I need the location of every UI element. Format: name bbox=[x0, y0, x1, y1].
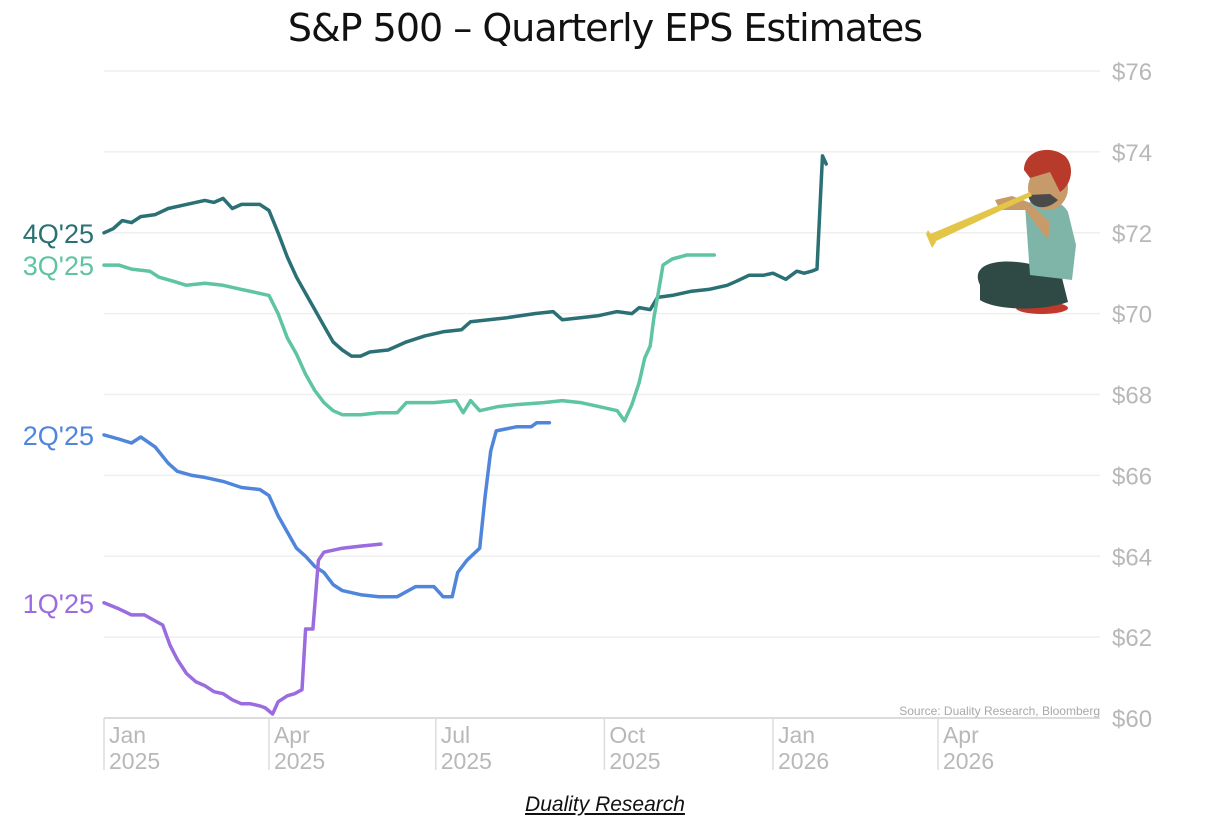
beard-shape bbox=[1028, 194, 1058, 208]
y-tick-label: $72 bbox=[1112, 221, 1152, 248]
y-tick-label: $64 bbox=[1112, 544, 1152, 571]
series-line-4Q25 bbox=[102, 154, 828, 358]
chart-title: S&P 500 – Quarterly EPS Estimates bbox=[287, 6, 923, 50]
eps-line-chart: Jan2025Apr2025Jul2025Oct2025Jan2026Apr20… bbox=[23, 59, 1152, 774]
x-tick-year: 2026 bbox=[778, 748, 829, 774]
x-tick-year: 2025 bbox=[274, 748, 325, 774]
x-tick-year: 2026 bbox=[943, 748, 994, 774]
y-tick-label: $76 bbox=[1112, 59, 1152, 86]
x-tick-year: 2025 bbox=[441, 748, 492, 774]
x-axis: Jan2025Apr2025Jul2025Oct2025Jan2026Apr20… bbox=[103, 717, 1100, 774]
series-line-2Q25 bbox=[102, 421, 552, 599]
series-label: 4Q'25 bbox=[23, 219, 94, 249]
turban-shape bbox=[1024, 149, 1072, 192]
series-lines bbox=[102, 154, 828, 716]
x-tick-month: Apr bbox=[943, 722, 979, 748]
series-label: 1Q'25 bbox=[23, 589, 94, 619]
gridlines bbox=[104, 70, 1100, 638]
y-tick-label: $60 bbox=[1112, 706, 1152, 733]
series-line-1Q25 bbox=[102, 542, 383, 716]
y-tick-label: $70 bbox=[1112, 302, 1152, 329]
x-tick-month: Apr bbox=[274, 722, 310, 748]
series-label: 2Q'25 bbox=[23, 421, 94, 451]
x-tick-year: 2025 bbox=[109, 748, 160, 774]
flute-shape bbox=[928, 192, 1032, 242]
series-label: 3Q'25 bbox=[23, 251, 94, 281]
x-tick-month: Jan bbox=[109, 722, 146, 748]
musician-illustration bbox=[926, 149, 1076, 314]
y-tick-label: $62 bbox=[1112, 625, 1152, 652]
y-tick-label: $68 bbox=[1112, 383, 1152, 410]
x-tick-year: 2025 bbox=[609, 748, 660, 774]
source-note: Source: Duality Research, Bloomberg bbox=[899, 704, 1100, 718]
series-line-3Q25 bbox=[102, 253, 717, 423]
y-tick-label: $74 bbox=[1112, 140, 1152, 167]
y-axis: $60 $62 $64 $66 $68 $70 $72 $74 $76 bbox=[1112, 59, 1152, 733]
footer-link[interactable]: Duality Research bbox=[525, 793, 685, 816]
arm-shape bbox=[995, 196, 1050, 240]
flute-bell-shape bbox=[926, 230, 936, 248]
x-tick-month: Oct bbox=[609, 722, 645, 748]
x-tick-month: Jul bbox=[441, 722, 470, 748]
y-tick-label: $66 bbox=[1112, 463, 1152, 490]
x-tick-month: Jan bbox=[778, 722, 815, 748]
